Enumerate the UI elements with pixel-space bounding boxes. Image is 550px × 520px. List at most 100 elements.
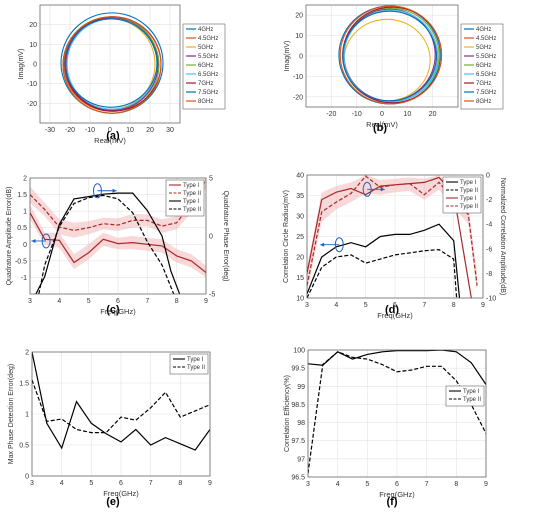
series-curve xyxy=(62,16,162,114)
series-curve xyxy=(342,10,438,102)
y-axis-label: Correlation Circle Radius(mV) xyxy=(283,190,290,283)
y2-tick-label: -4 xyxy=(486,222,492,229)
y-axis-label: Imag(mV) xyxy=(284,41,291,72)
plot-content xyxy=(30,178,206,294)
series-curve xyxy=(64,18,158,108)
x-tick-label: 5 xyxy=(364,302,368,309)
chart-d: 3 4 5 6 7 8 9 10 15 20 25 30 35 40 -10 -8 -6 -4 -2 0 Freq(GH… xyxy=(283,173,506,321)
x-tick-label: 8 xyxy=(175,298,179,305)
legend-label: 7.5GHz xyxy=(198,90,218,96)
y2-axis-label: Normalized Correlation Amplitude(dB) xyxy=(499,178,506,296)
series-line xyxy=(307,223,461,298)
x-tick-label: 4 xyxy=(334,302,338,309)
legend-label: Type II xyxy=(460,204,478,210)
x-tick-label: 6 xyxy=(393,302,397,309)
y-tick-label: 20 xyxy=(29,22,37,29)
y2-tick-label: -6 xyxy=(486,246,492,253)
legend-label: 4GHz xyxy=(198,27,213,33)
axes-frame xyxy=(305,4,459,108)
y-tick-label: -10 xyxy=(27,81,37,88)
x-axis-label: Freq(GHz) xyxy=(103,489,139,498)
x-tick-label: 7 xyxy=(425,481,429,488)
x-tick-label: 5 xyxy=(365,481,369,488)
x-tick-label: 3 xyxy=(305,302,309,309)
x-tick-label: 7 xyxy=(145,298,149,305)
chart-c: 3 4 5 6 7 8 9 -1 -0.5 0 0.5 1 1.5 2 -5 0 5 Freq(GHz) Quadr… xyxy=(6,176,229,317)
x-tick-label: 30 xyxy=(166,127,174,134)
x-tick-label: -10 xyxy=(85,127,95,134)
legend-label: 8GHz xyxy=(476,99,491,105)
x-tick-label: -20 xyxy=(65,127,75,134)
x-tick-label: 6 xyxy=(395,481,399,488)
y-tick-label: 0 xyxy=(23,242,27,249)
y-tick-label: 97 xyxy=(297,456,305,463)
axes-frame xyxy=(29,177,207,295)
x-tick-label: 6 xyxy=(116,298,120,305)
legend-label: 4.5GHz xyxy=(198,36,218,42)
legend-label: 4GHz xyxy=(476,27,491,33)
x-tick-label: 5 xyxy=(89,480,93,487)
x-tick-label: 10 xyxy=(403,111,411,118)
y-tick-label: 1.5 xyxy=(19,381,29,388)
x-tick-label: 4 xyxy=(60,480,64,487)
legend-label: 7.5GHz xyxy=(476,90,496,96)
panel-label: (e) xyxy=(106,496,120,508)
x-tick-label: 4 xyxy=(336,481,340,488)
x-tick-label: 8 xyxy=(452,302,456,309)
y-tick-label: 98 xyxy=(297,420,305,427)
axes-frame xyxy=(307,349,487,478)
series-line xyxy=(307,248,458,298)
series-line xyxy=(32,352,210,451)
arrow-head xyxy=(320,242,325,247)
y-tick-label: -10 xyxy=(293,74,303,81)
y2-tick-label: -10 xyxy=(486,296,496,303)
x-tick-label: -30 xyxy=(45,127,55,134)
y-tick-label: 99 xyxy=(297,384,305,391)
y-tick-label: 100 xyxy=(293,348,305,355)
legend-label: Type I xyxy=(460,180,477,186)
y-tick-label: -20 xyxy=(293,94,303,101)
y2-tick-label: -5 xyxy=(209,292,215,299)
y-tick-label: -0.5 xyxy=(15,258,27,265)
y-tick-label: 0.5 xyxy=(19,443,29,450)
x-tick-label: 9 xyxy=(204,298,208,305)
legend-box xyxy=(442,176,482,214)
legend-label: 5GHz xyxy=(198,45,213,51)
axes-frame xyxy=(31,351,211,477)
y2-tick-label: 0 xyxy=(486,173,490,180)
y2-tick-label: 0 xyxy=(209,234,213,241)
y-tick-label: 0.5 xyxy=(17,225,27,232)
x-tick-label: 9 xyxy=(484,481,488,488)
series-line xyxy=(38,194,175,294)
x-tick-label: 10 xyxy=(126,127,134,134)
legend-label: Type I xyxy=(183,199,200,205)
legend-label: Type I xyxy=(187,357,204,363)
legend-label: Type II xyxy=(187,365,205,371)
y-axis-label: Imag(mV) xyxy=(18,49,25,80)
legend: Type I Type II xyxy=(169,353,209,375)
arrow-head xyxy=(112,188,117,193)
legend-label: 7GHz xyxy=(198,81,213,87)
panel-label: (a) xyxy=(106,130,120,142)
y2-axis-label: Quadrature Phase Error(deg) xyxy=(222,190,229,281)
y-tick-label: 20 xyxy=(296,255,304,262)
y-tick-label: 99.5 xyxy=(291,366,305,373)
axes-frame xyxy=(39,4,181,124)
y-tick-label: 2 xyxy=(23,176,27,183)
y-tick-label: 0 xyxy=(33,62,37,69)
legend: Type I Type II xyxy=(445,385,485,407)
y-tick-label: 1 xyxy=(25,412,29,419)
y-axis-label: Quadrature Amplitude Error(dB) xyxy=(6,187,13,286)
legend-label: Type II xyxy=(183,191,201,197)
legend-label: Type II xyxy=(460,188,478,194)
x-tick-label: 4 xyxy=(57,298,61,305)
y2-tick-label: 5 xyxy=(209,176,213,183)
x-tick-label: 3 xyxy=(30,480,34,487)
y-tick-label: 1.5 xyxy=(17,192,27,199)
y-tick-label: 30 xyxy=(296,214,304,221)
plot-content xyxy=(308,350,486,474)
legend: Type I Type II Type I Type II xyxy=(165,179,205,217)
legend-label: Type I xyxy=(463,389,480,395)
series-line xyxy=(30,212,206,273)
